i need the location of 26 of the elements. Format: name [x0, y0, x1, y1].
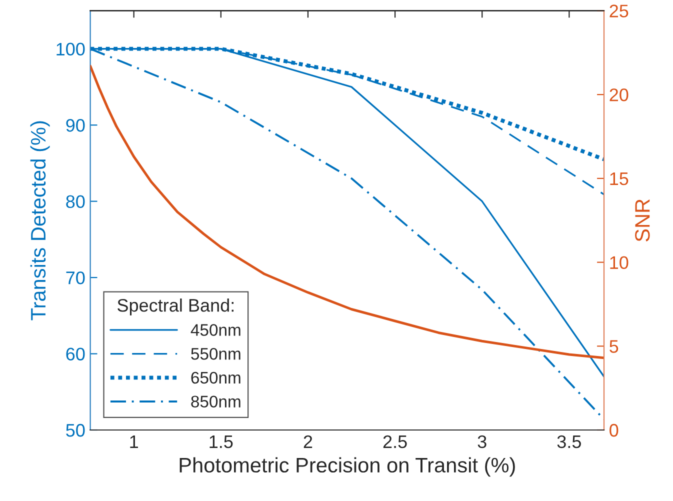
- y-axis-title: Transits Detected (%): [30, 121, 50, 320]
- x-axis-title: Photometric Precision on Transit (%): [180, 457, 515, 477]
- y2-tick-label: 25: [610, 4, 628, 18]
- y-tick-label: 70: [66, 271, 85, 284]
- y2-tick-label: 15: [610, 172, 628, 186]
- y-tick-label: 60: [66, 348, 85, 360]
- legend-label: 650nm: [191, 372, 240, 384]
- y-tick-label: 80: [66, 195, 85, 208]
- x-tick-label: 2.5: [383, 435, 407, 448]
- x-tick-label: 1: [130, 436, 138, 448]
- y2-tick-label: 5: [610, 340, 618, 353]
- legend-label: 550nm: [191, 348, 240, 360]
- y2-tick-label: 0: [610, 424, 618, 437]
- y-tick-label: 100: [56, 42, 85, 56]
- y-tick-label: 90: [66, 118, 85, 132]
- y-tick-label: 50: [66, 424, 85, 437]
- y2-tick-label: 10: [610, 256, 628, 269]
- legend-title: Spectral Band:: [118, 298, 234, 316]
- y2-axis-title: SNR: [635, 199, 650, 242]
- x-tick-label: 1.5: [210, 436, 233, 448]
- x-tick-label: 3: [478, 435, 486, 448]
- x-tick-label: 2: [304, 435, 312, 448]
- y2-tick-label: 20: [610, 88, 628, 102]
- legend-label: 450nm: [190, 324, 240, 336]
- legend-label: 850nm: [191, 396, 240, 408]
- x-tick-label: 3.5: [557, 435, 581, 448]
